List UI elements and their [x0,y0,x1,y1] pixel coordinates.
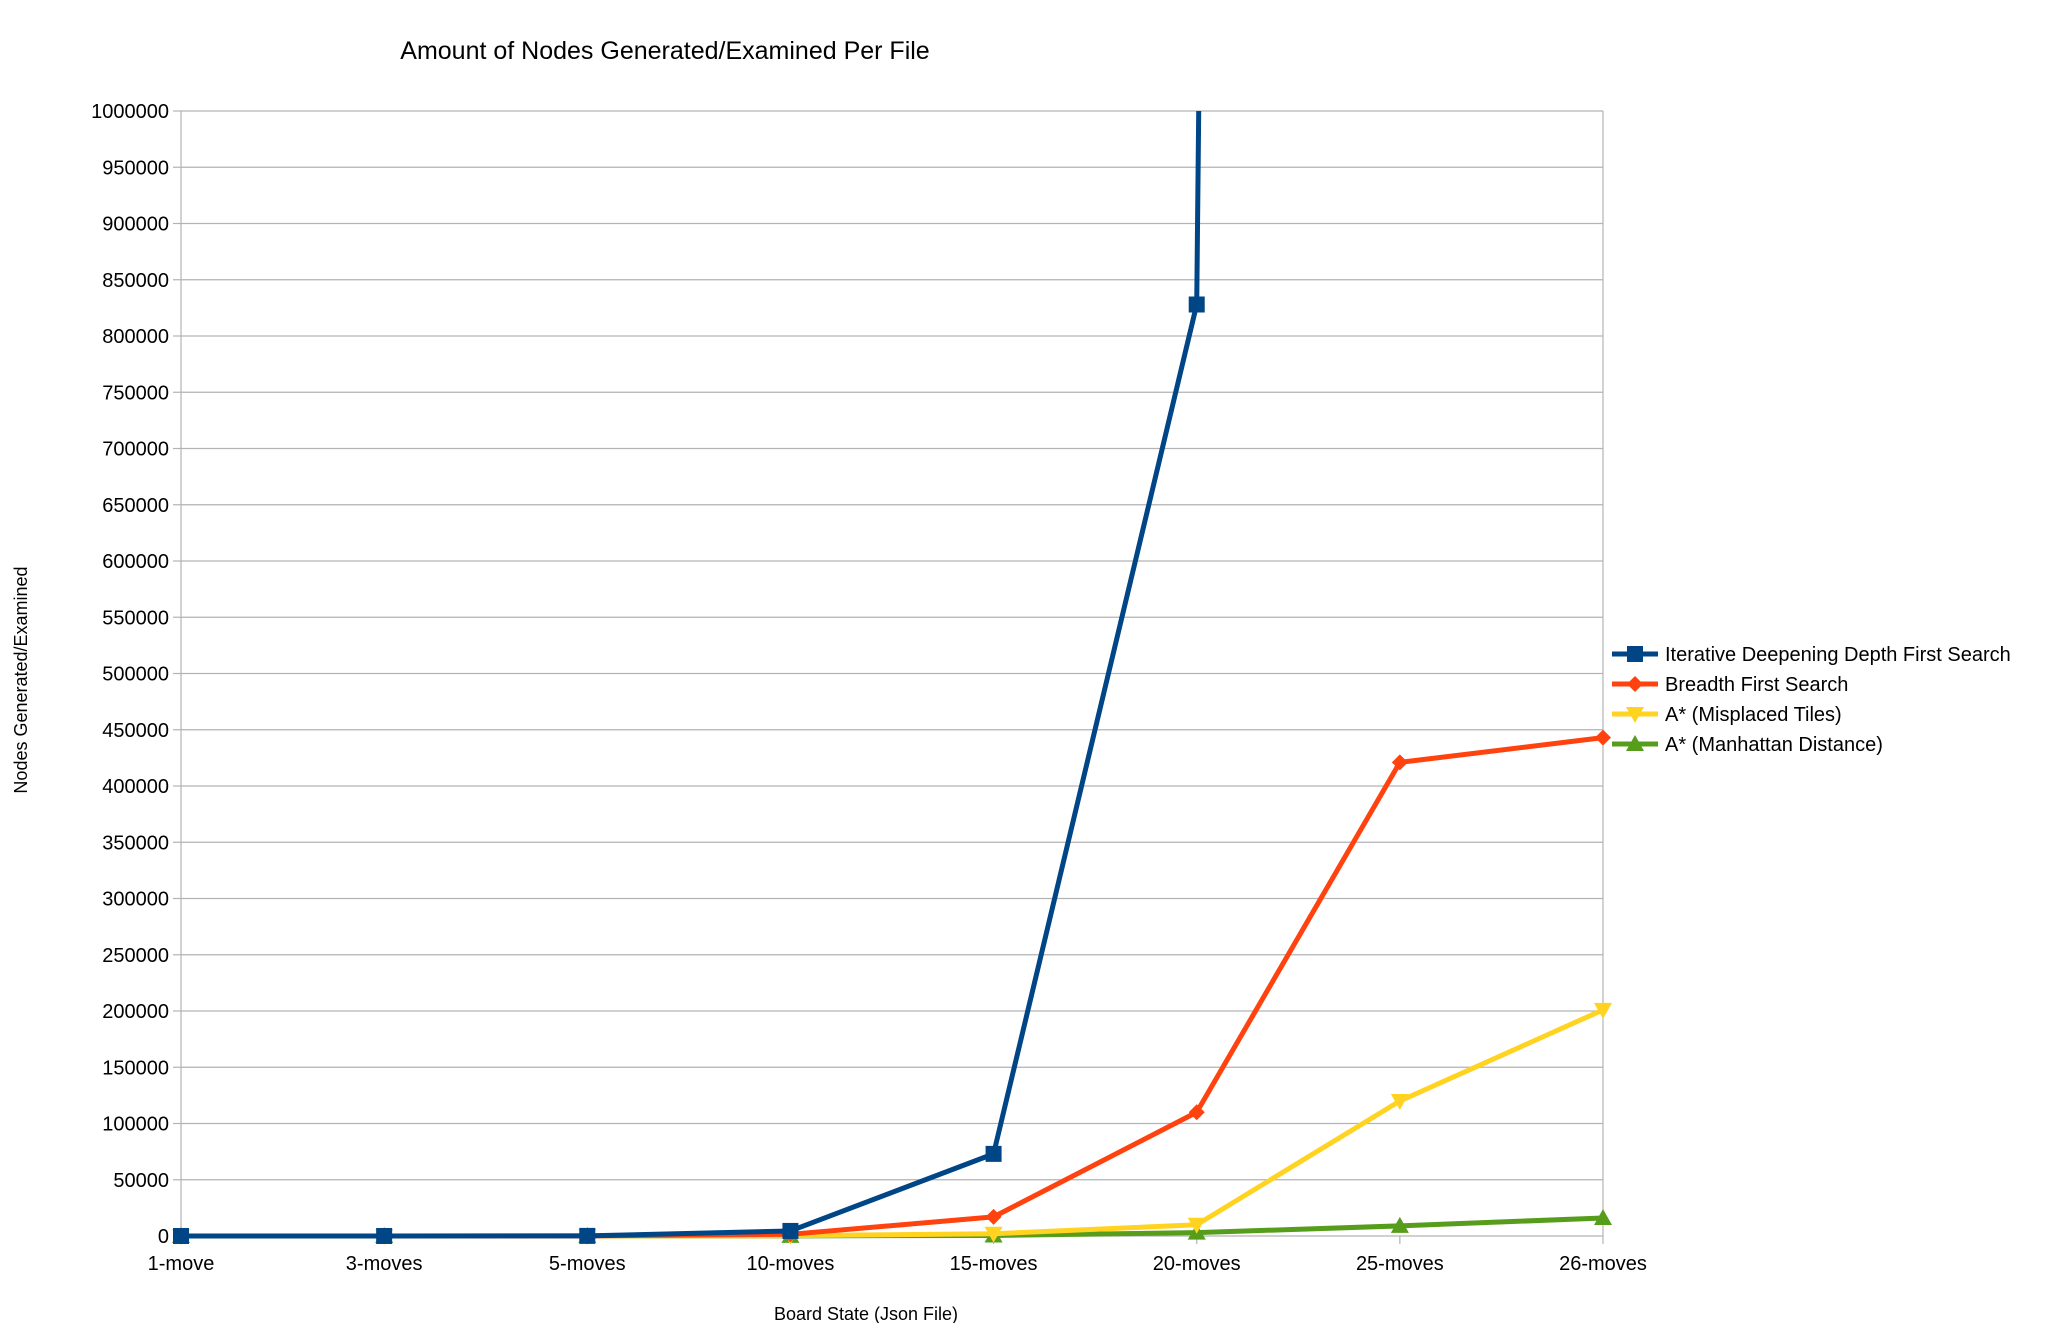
legend-swatch-marker-3 [1626,735,1644,751]
y-tick-label-20: 1000000 [91,101,169,123]
y-tick-label-16: 800000 [102,326,169,348]
data-point-2-5 [1187,1217,1206,1234]
y-tick-label-5: 250000 [102,945,169,967]
data-point-1-5 [1188,1104,1205,1121]
y-tick-label-4: 200000 [102,1001,169,1023]
x-tick-label-4: 15-moves [950,1253,1038,1275]
data-point-0-2 [579,1227,596,1244]
data-point-3-7 [1594,1209,1612,1225]
legend-item-1: Breadth First Search [1612,674,1848,696]
legend-label-2: A* (Misplaced Tiles) [1665,704,1842,726]
y-tick-label-2: 100000 [102,1114,169,1136]
x-tick-labels: 1-move 3-moves 5-moves 10-moves 15-moves 20-m… [148,1253,1647,1275]
legend-swatch-marker-2 [1626,707,1644,723]
legend-item-3: A* (Manhattan Distance) [1612,734,1883,756]
y-axis-label: Nodes Generated/Examined [11,566,31,793]
legend-item-2: A* (Misplaced Tiles) [1612,704,1842,726]
series-line-1 [180,735,1604,1239]
x-tick-label-5: 20-moves [1153,1253,1241,1275]
y-tick-label-13: 650000 [102,495,169,517]
y-tick-label-19: 950000 [102,157,169,179]
y-tick-label-9: 450000 [102,720,169,742]
y-tick-label-8: 400000 [102,776,169,798]
data-point-0-4 [985,1145,1002,1162]
series-lines [172,110,1612,1245]
y-tick-label-1: 50000 [113,1170,169,1192]
y-tick-label-15: 750000 [102,382,169,404]
data-point-0-1 [376,1227,393,1244]
y-tick-label-14: 700000 [102,439,169,461]
y-tick-label-11: 550000 [102,607,169,629]
y-tick-labels: 0 50000 100000 150000 200000 250000 300000 3500… [91,101,169,1248]
legend-swatch-marker-1 [1627,676,1643,692]
x-axis-label: Board State (Json File) [774,1304,958,1323]
legend-label-3: A* (Manhattan Distance) [1665,734,1883,756]
series-1 [173,729,1611,1244]
y-tick-label-7: 350000 [102,832,169,854]
x-tick-label-7: 26-moves [1559,1253,1647,1275]
data-point-1-4 [985,1208,1002,1225]
legend-item-0: Iterative Deepening Depth First Search [1612,644,2011,666]
x-tick-label-0: 1-move [148,1253,215,1275]
data-point-2-6 [1390,1094,1409,1110]
legend-label-0: Iterative Deepening Depth First Search [1665,644,2011,666]
grid-lines [173,110,1604,1244]
data-point-0-0 [173,1227,189,1244]
y-tick-label-3: 150000 [102,1057,169,1079]
y-tick-label-0: 0 [158,1226,169,1248]
y-tick-label-18: 900000 [102,214,169,236]
data-point-3-6 [1390,1216,1409,1233]
x-tick-label-3: 10-moves [747,1253,835,1275]
data-point-0-3 [782,1222,799,1239]
x-tick-label-2: 5-moves [549,1253,626,1275]
y-tick-label-12: 600000 [102,551,169,573]
series-0 [173,110,1205,1244]
data-point-2-7 [1594,1002,1612,1019]
y-tick-label-17: 850000 [102,270,169,292]
legend-swatch-marker-0 [1627,646,1643,662]
legend-label-1: Breadth First Search [1665,674,1848,696]
data-point-1-6 [1391,754,1408,771]
legend: Iterative Deepening Depth First Search Br… [1612,644,2011,756]
chart-title: Amount of Nodes Generated/Examined Per F… [400,37,929,65]
x-tick-label-1: 3-moves [346,1253,423,1275]
data-point-2-4 [984,1226,1003,1243]
x-tick-label-6: 25-moves [1356,1253,1444,1275]
data-point-0-5 [1188,296,1205,313]
y-tick-label-10: 500000 [102,664,169,686]
y-tick-label-6: 300000 [102,889,169,911]
data-point-1-7 [1595,729,1611,746]
